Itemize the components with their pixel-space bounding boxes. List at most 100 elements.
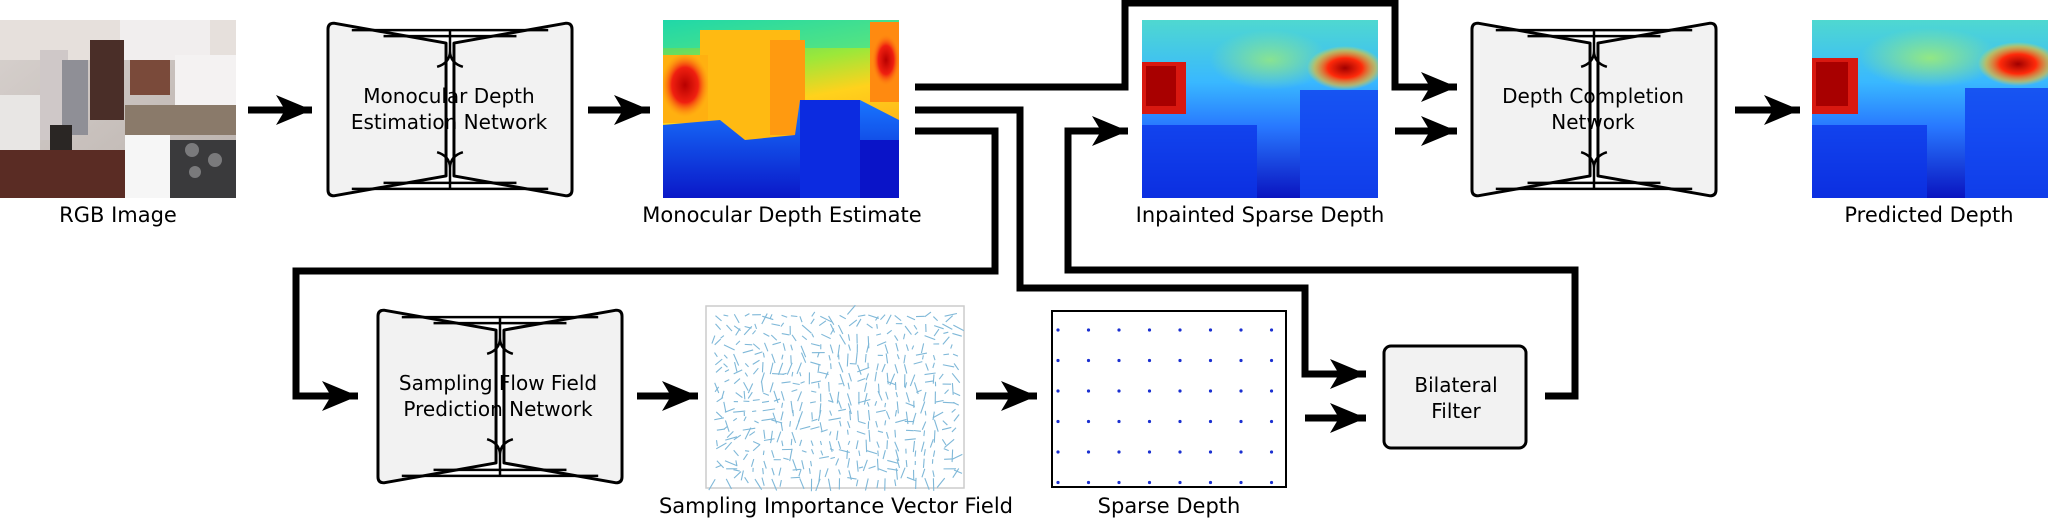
vector-stroke <box>934 430 935 442</box>
sparse-sample-dot <box>1239 328 1242 331</box>
sparse-sample-dot <box>1117 420 1120 423</box>
vector-stroke <box>763 468 764 474</box>
sparse-sample-dot <box>1117 328 1120 331</box>
sparse-sample-dot <box>1087 420 1090 423</box>
sparse-sample-dot <box>1087 359 1090 362</box>
vector-stroke <box>877 324 878 329</box>
sparse-sample-dot <box>1148 420 1151 423</box>
vector-stroke <box>878 451 879 457</box>
sparse-sample-dot <box>1239 481 1242 484</box>
vector-stroke <box>791 477 800 478</box>
sparse-sample-dot <box>1148 450 1151 453</box>
vector-stroke <box>866 440 867 453</box>
depth-completion-network: Depth Completion Network <box>1472 23 1716 196</box>
rgb-image <box>0 20 236 198</box>
sff-label-line1: Sampling Flow Field <box>399 371 597 395</box>
sparse-sample-dot <box>1178 359 1181 362</box>
vector-stroke <box>745 451 749 452</box>
sparse-sample-dot <box>1087 450 1090 453</box>
vector-stroke <box>812 412 813 419</box>
sparse-sample-dot <box>1148 328 1151 331</box>
sparse-sample-dot <box>1056 389 1059 392</box>
vector-stroke <box>933 374 934 383</box>
mde-label-line2: Estimation Network <box>351 110 548 134</box>
sparse-sample-dot <box>1270 481 1273 484</box>
vector-stroke <box>790 421 791 427</box>
sff-label-line2: Prediction Network <box>403 397 593 421</box>
vector-stroke <box>952 383 953 395</box>
vector-stroke <box>847 354 848 367</box>
inpainted-sparse-depth-image <box>1142 20 1383 198</box>
vector-stroke <box>925 411 926 416</box>
sparse-sample-dot <box>1209 328 1212 331</box>
caption-monocular-depth-estimate: Monocular Depth Estimate <box>642 203 921 227</box>
sparse-sample-dot <box>1117 359 1120 362</box>
caption-rgb-image: RGB Image <box>59 203 177 227</box>
predicted-depth-image <box>1812 20 2048 198</box>
bilateral-filter-box: Bilateral Filter <box>1384 346 1526 448</box>
sparse-sample-dot <box>1056 450 1059 453</box>
sparse-sample-dot <box>1148 359 1151 362</box>
sparse-sample-dot <box>1087 328 1090 331</box>
sparse-sample-dot <box>1148 481 1151 484</box>
dc-label-line1: Depth Completion <box>1502 84 1684 108</box>
vector-stroke <box>952 450 953 463</box>
bilateral-label-line2: Filter <box>1431 399 1481 423</box>
vector-stroke <box>923 355 924 359</box>
sparse-sample-dot <box>1239 359 1242 362</box>
sparse-sample-dot <box>1117 481 1120 484</box>
vector-stroke <box>943 354 949 355</box>
caption-predicted-depth: Predicted Depth <box>1844 203 2013 227</box>
vector-stroke <box>885 403 886 407</box>
sparse-sample-dot <box>1209 450 1212 453</box>
sparse-sample-dot <box>1270 420 1273 423</box>
vector-stroke <box>792 372 793 376</box>
sparse-sample-dot <box>1270 328 1273 331</box>
sparse-sample-dot <box>1117 389 1120 392</box>
sparse-sample-dot <box>1239 420 1242 423</box>
sparse-sample-dot <box>1178 481 1181 484</box>
caption-inpainted-sparse-depth: Inpainted Sparse Depth <box>1136 203 1385 227</box>
sparse-sample-dot <box>1056 359 1059 362</box>
caption-vector-field: Sampling Importance Vector Field <box>659 494 1013 518</box>
sparse-sample-dot <box>1056 481 1059 484</box>
vector-stroke <box>887 440 888 449</box>
vector-stroke <box>847 450 848 459</box>
vector-stroke <box>847 430 848 435</box>
dc-label-line2: Network <box>1551 110 1635 134</box>
vector-stroke <box>924 430 925 436</box>
vector-stroke <box>791 316 797 317</box>
vector-stroke <box>895 430 896 438</box>
vector-stroke <box>865 354 866 362</box>
vector-stroke <box>752 411 756 412</box>
sampling-flow-field-prediction-network: Sampling Flow Field Prediction Network <box>378 310 622 483</box>
vector-stroke <box>831 363 832 369</box>
sparse-sample-dot <box>1148 389 1151 392</box>
sparse-sample-dot <box>1178 420 1181 423</box>
sparse-sample-dot <box>1209 389 1212 392</box>
vector-stroke <box>819 383 820 389</box>
vector-stroke <box>762 362 763 372</box>
sparse-sample-dot <box>1087 481 1090 484</box>
caption-sparse-depth: Sparse Depth <box>1098 494 1241 518</box>
sparse-sample-dot <box>1209 481 1212 484</box>
sparse-sample-dot <box>1056 420 1059 423</box>
sparse-sample-dot <box>1087 389 1090 392</box>
sparse-sample-dot <box>1209 359 1212 362</box>
sampling-importance-vector-field <box>706 305 964 491</box>
vector-stroke <box>753 400 760 401</box>
monocular-depth-estimation-network: Monocular Depth Estimation Network <box>328 23 572 196</box>
vector-stroke <box>793 469 801 470</box>
vector-stroke <box>858 411 859 421</box>
sparse-sample-dot <box>1056 328 1059 331</box>
sparse-sample-dot <box>1270 389 1273 392</box>
vector-stroke <box>829 382 830 392</box>
sparse-sample-dot <box>1239 450 1242 453</box>
sparse-depth-image <box>1052 311 1286 487</box>
vector-stroke <box>923 459 924 468</box>
sparse-sample-dot <box>1270 359 1273 362</box>
sparse-sample-dot <box>1209 420 1212 423</box>
vector-stroke <box>915 451 916 457</box>
vector-stroke <box>763 451 764 455</box>
